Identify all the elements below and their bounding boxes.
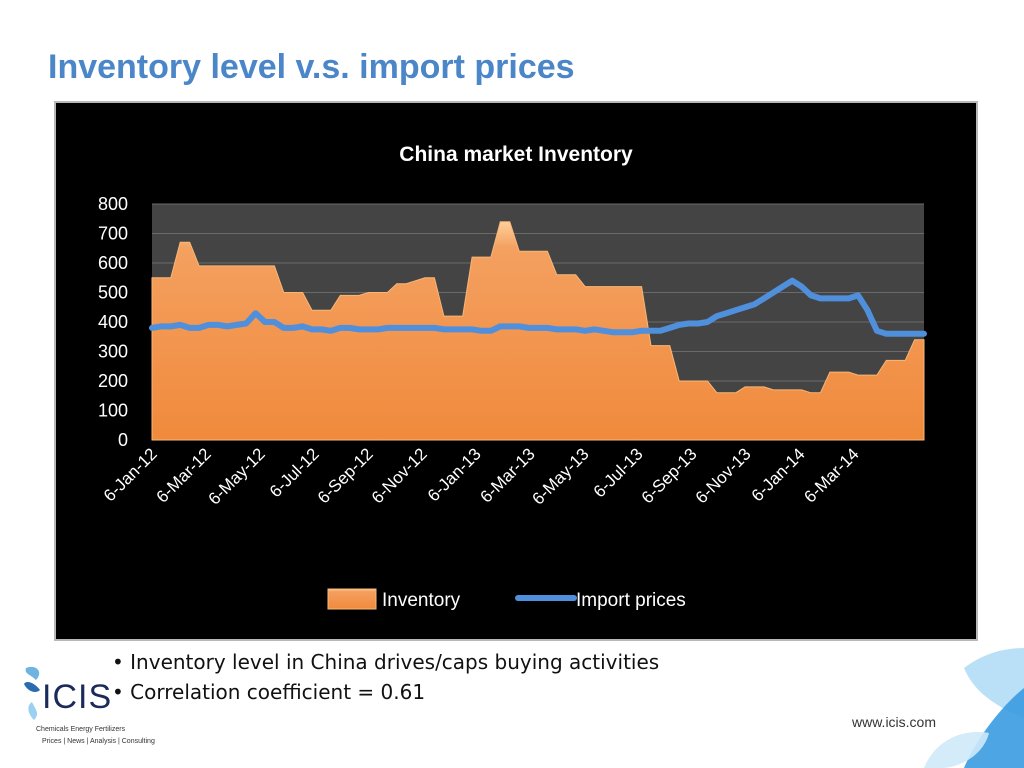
x-tick-label: 6-Mar-14 (800, 444, 862, 506)
y-tick-label: 500 (98, 283, 128, 303)
logo-text: ICIS (42, 678, 113, 716)
y-tick-label: 200 (98, 371, 128, 391)
y-tick-label: 800 (98, 194, 128, 214)
chart-container: China market Inventory 0 100 200 300 400 500 6… (54, 101, 978, 641)
chart-legend: Inventory Import prices (327, 588, 686, 611)
x-tick-label: 6-May-13 (529, 444, 593, 508)
slide-title: Inventory level v.s. import prices (48, 48, 575, 86)
x-tick-label: 6-Sep-12 (314, 444, 377, 507)
bullet-item: Inventory level in China drives/caps buy… (112, 650, 659, 674)
inventory-chart: China market Inventory 0 100 200 300 400 500 6… (98, 143, 927, 611)
legend-label-inventory: Inventory (382, 590, 461, 611)
logo-tagline: Chemicals Energy Fertilizers (36, 726, 126, 733)
bullet-item: Correlation coefficient = 0.61 (112, 680, 659, 704)
series-import-prices-line (149, 277, 927, 337)
x-tick-label: 6-Sep-13 (638, 444, 701, 507)
logo-swirl-icon (25, 666, 40, 680)
logo-swirl-icon (24, 682, 40, 692)
y-tick-label: 0 (118, 430, 128, 450)
y-tick-label: 600 (98, 253, 128, 273)
plot-area: 0 100 200 300 400 500 600 700 800 6-Jan-12 6-Mar-1… (98, 194, 927, 509)
x-tick-label: 6-Nov-12 (368, 444, 431, 507)
website-link[interactable]: www.icis.com (852, 714, 937, 730)
logo-swirl-icon (28, 702, 38, 720)
x-tick-label: 6-May-12 (205, 444, 269, 508)
icis-logo-mark (24, 666, 40, 720)
y-tick-label: 400 (98, 312, 128, 332)
x-tick-label: 6-Jan-12 (100, 444, 161, 505)
chart-title: China market Inventory (399, 143, 633, 166)
x-tick-label: 6-Jan-13 (424, 444, 485, 505)
legend-label-import-prices: Import prices (576, 590, 686, 611)
bullet-list: Inventory level in China drives/caps buy… (112, 650, 659, 710)
decorative-corner-art (924, 648, 1024, 768)
x-tick-label: 6-Nov-13 (692, 444, 755, 507)
x-tick-label: 6-Jan-14 (748, 444, 809, 505)
y-tick-label: 700 (98, 224, 128, 244)
logo-tagline-services: Prices | News | Analysis | Consulting (42, 738, 155, 745)
legend-swatch-inventory (327, 588, 377, 610)
y-tick-label: 100 (98, 401, 128, 421)
y-tick-label: 300 (98, 342, 128, 362)
